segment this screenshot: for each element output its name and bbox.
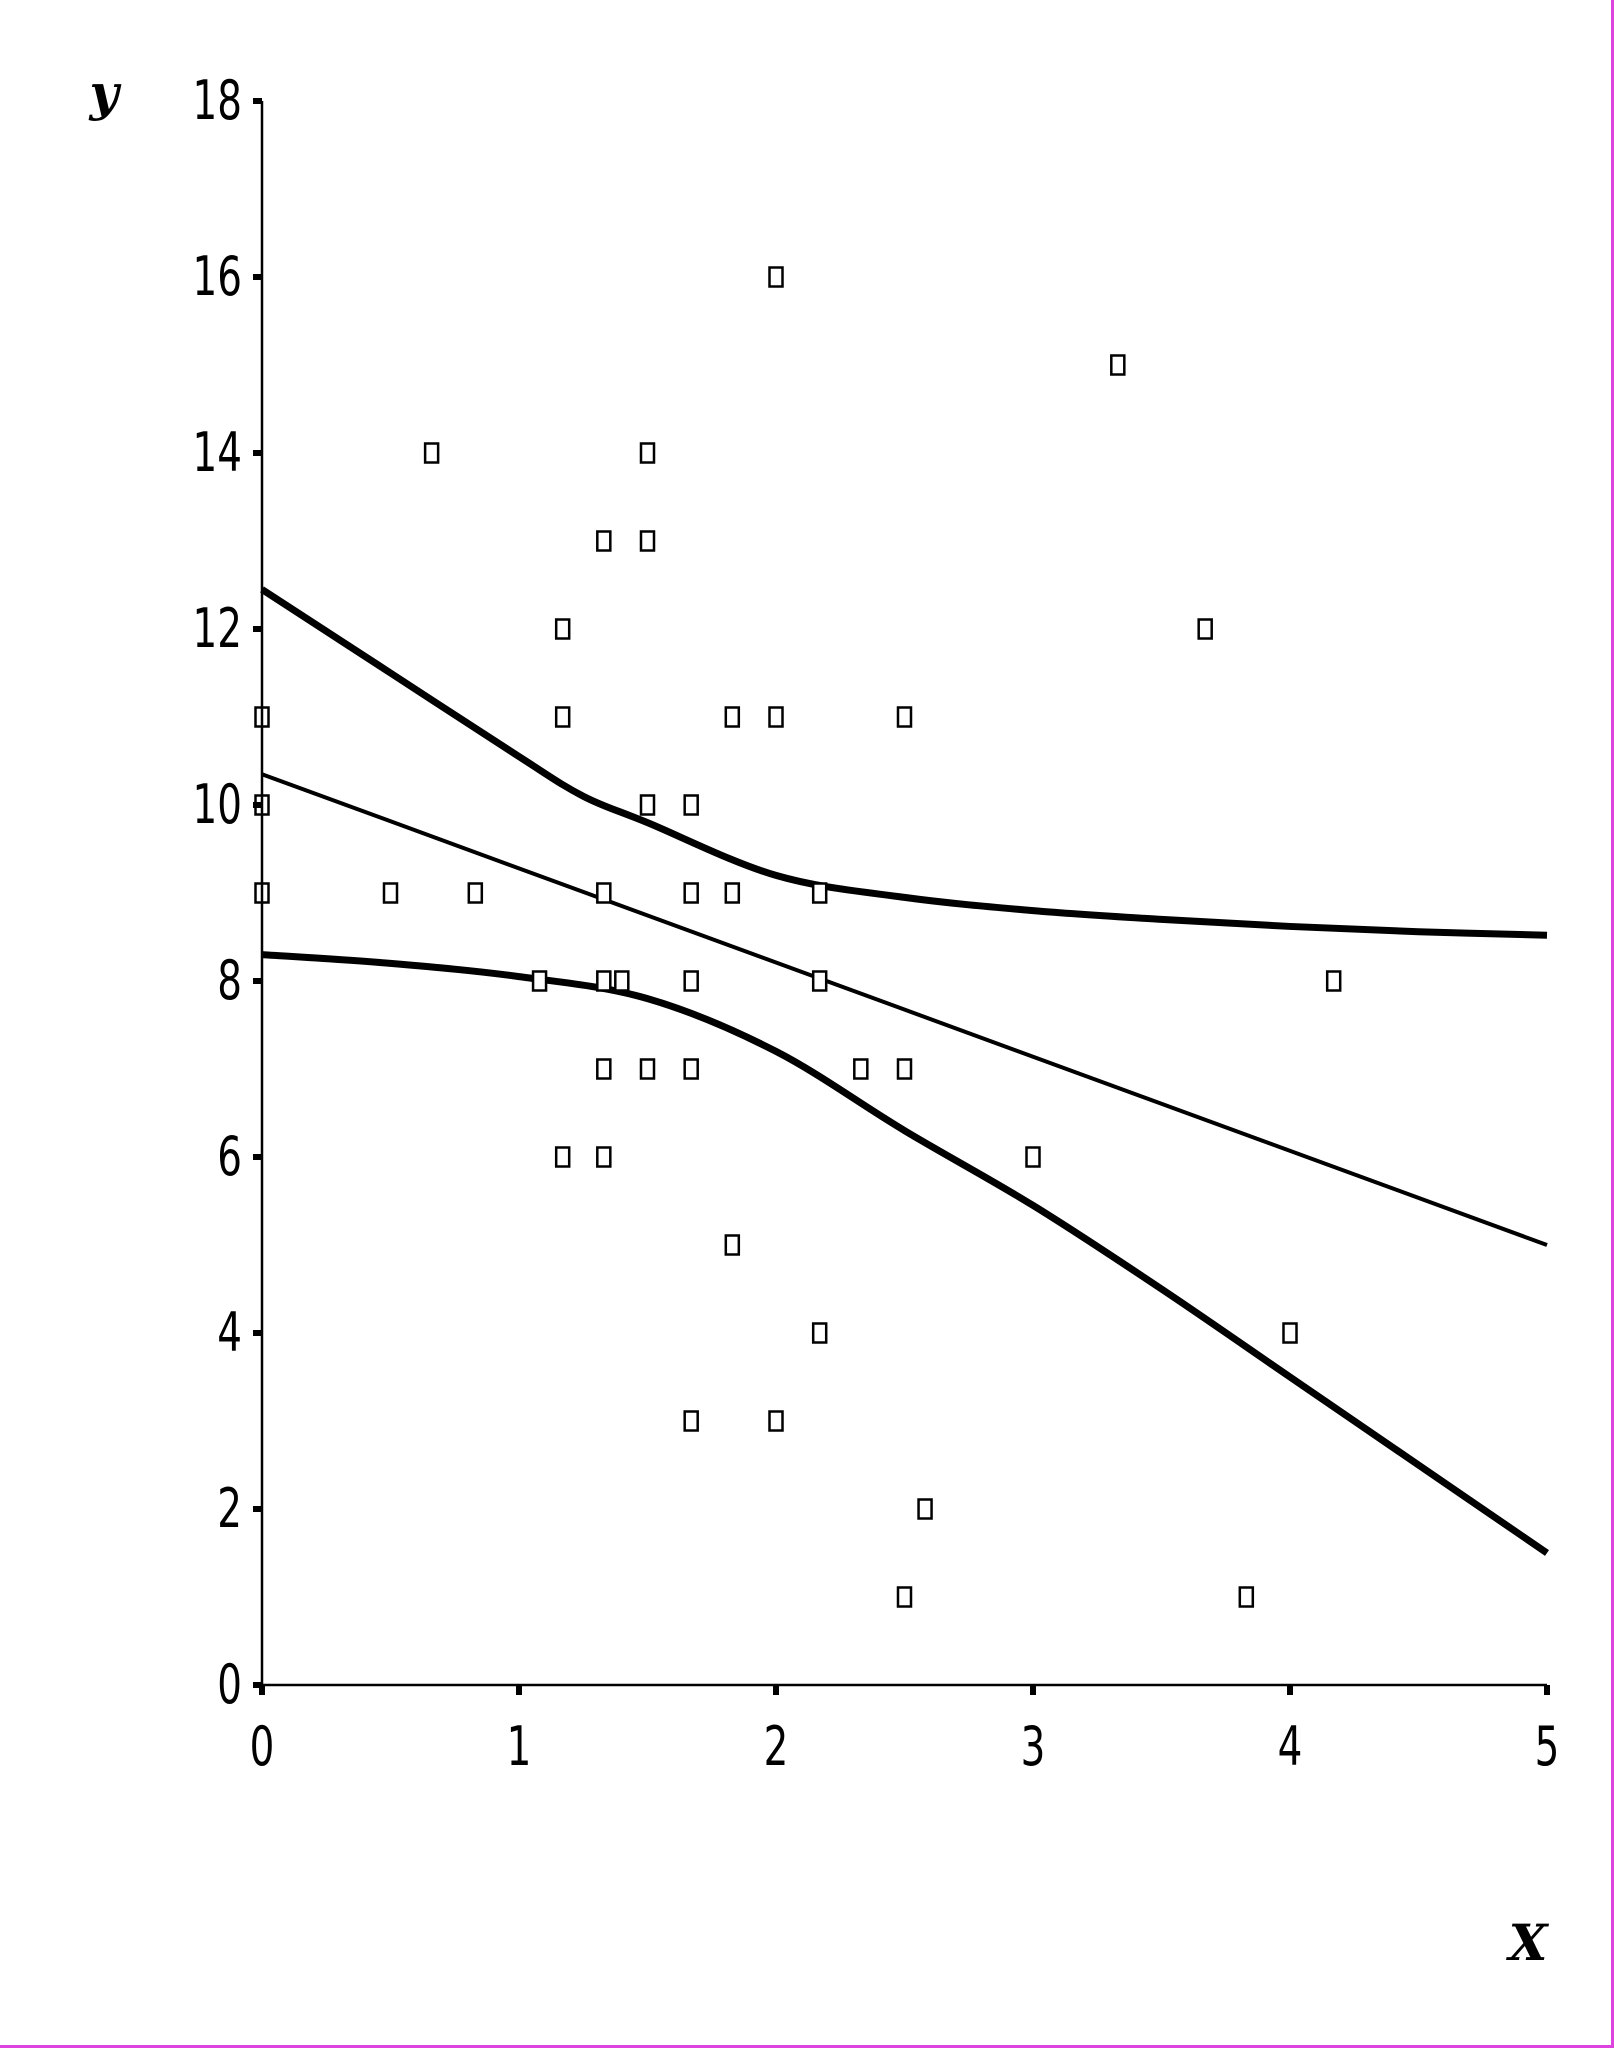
y-tick-label: 14 xyxy=(193,422,242,485)
data-point xyxy=(554,1146,571,1168)
data-point xyxy=(724,1234,741,1256)
data-point xyxy=(467,882,484,904)
data-point xyxy=(768,706,784,728)
data-point xyxy=(853,1058,869,1080)
data-point xyxy=(683,1058,699,1080)
data-point xyxy=(896,1586,913,1608)
x-tick-label: 4 xyxy=(1278,1716,1303,1779)
data-point xyxy=(596,882,612,904)
data-point xyxy=(423,442,440,464)
data-point xyxy=(1110,354,1126,376)
data-point xyxy=(811,1322,828,1344)
data-point xyxy=(683,970,699,992)
data-point xyxy=(596,1058,612,1080)
upper-band-curve xyxy=(260,586,1548,939)
axes xyxy=(253,98,1550,1695)
x-axis-label: X xyxy=(1506,1913,1550,1972)
data-point xyxy=(896,1058,913,1080)
data-point xyxy=(683,794,699,816)
data-point xyxy=(1325,970,1342,992)
y-tick-label: 4 xyxy=(217,1302,242,1365)
data-point xyxy=(639,1058,656,1080)
data-point xyxy=(382,882,399,904)
data-point xyxy=(811,970,828,992)
data-markers xyxy=(254,266,1342,1608)
x-tick-label: 1 xyxy=(507,1716,532,1779)
x-tick-label: 3 xyxy=(1021,1716,1046,1779)
data-point xyxy=(683,1410,699,1432)
data-point xyxy=(896,706,913,728)
data-point xyxy=(768,266,784,288)
data-point xyxy=(1282,1322,1298,1344)
data-point xyxy=(1238,1586,1255,1608)
data-point xyxy=(531,970,548,992)
y-axis-label: y xyxy=(88,63,121,122)
x-tick-label: 2 xyxy=(764,1716,789,1779)
x-tick-label: 0 xyxy=(250,1716,275,1779)
data-point xyxy=(596,1146,612,1168)
data-point xyxy=(917,1498,933,1520)
data-point xyxy=(811,882,828,904)
data-point xyxy=(639,530,656,552)
x-tick-label: 5 xyxy=(1535,1716,1560,1779)
y-tick-label: 6 xyxy=(217,1126,242,1189)
y-tick-label: 2 xyxy=(217,1478,242,1541)
data-point xyxy=(724,706,741,728)
y-tick-label: 12 xyxy=(193,598,242,661)
data-point xyxy=(1025,1146,1041,1168)
data-point xyxy=(639,794,656,816)
x-tick-labels: 0 1 2 3 4 5 xyxy=(250,1716,1560,1779)
y-tick-label: 0 xyxy=(217,1654,242,1717)
y-tick-label: 10 xyxy=(193,774,242,837)
data-point xyxy=(596,530,612,552)
data-point xyxy=(639,442,656,464)
data-point xyxy=(614,970,630,992)
y-tick-labels: 0 2 4 6 8 10 12 14 16 18 xyxy=(193,70,242,1717)
data-point xyxy=(1197,618,1213,640)
y-tick-label: 18 xyxy=(193,70,242,133)
fit-line xyxy=(261,772,1548,1247)
data-point xyxy=(724,882,741,904)
data-point xyxy=(596,970,612,992)
data-point xyxy=(554,706,571,728)
data-point xyxy=(683,882,699,904)
data-point xyxy=(554,618,571,640)
y-tick-label: 8 xyxy=(217,950,242,1013)
y-tick-label: 16 xyxy=(193,246,242,309)
lower-band-curve xyxy=(261,951,1549,1556)
regression-lines xyxy=(260,586,1549,1556)
data-point xyxy=(768,1410,784,1432)
